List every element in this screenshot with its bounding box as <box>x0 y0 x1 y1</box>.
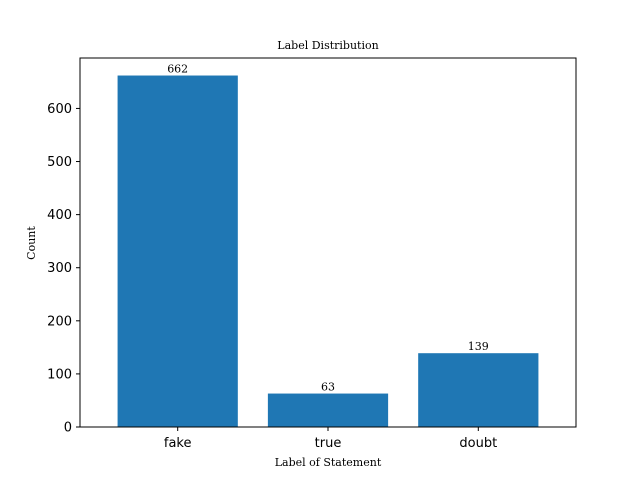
y-axis-label: Count <box>25 226 38 260</box>
bar-true <box>267 393 389 427</box>
data-label-fake: 662 <box>167 63 188 76</box>
x-axis: fake true doubt <box>164 427 497 451</box>
chart-title: Label Distribution <box>277 39 378 52</box>
y-tick-label-300: 300 <box>47 261 72 276</box>
plot-frame <box>79 57 577 428</box>
bar-doubt <box>418 353 539 427</box>
y-tick-label-0: 0 <box>64 421 72 436</box>
data-label-doubt: 139 <box>468 340 489 353</box>
y-tick-label-500: 500 <box>47 155 72 170</box>
x-tick-label-doubt: doubt <box>459 436 497 451</box>
y-axis: 0 100 200 300 400 500 600 <box>47 102 80 436</box>
y-tick-label-600: 600 <box>47 102 72 117</box>
y-tick-label-400: 400 <box>47 208 72 223</box>
x-axis-label: Label of Statement <box>275 456 382 469</box>
data-label-true: 63 <box>321 381 335 394</box>
y-tick-label-100: 100 <box>47 367 72 382</box>
y-tick-label-200: 200 <box>47 314 72 329</box>
bars-group: 662 63 139 <box>117 63 539 427</box>
bar-fake <box>117 75 238 427</box>
x-tick-label-true: true <box>315 436 342 451</box>
x-tick-label-fake: fake <box>164 436 192 451</box>
